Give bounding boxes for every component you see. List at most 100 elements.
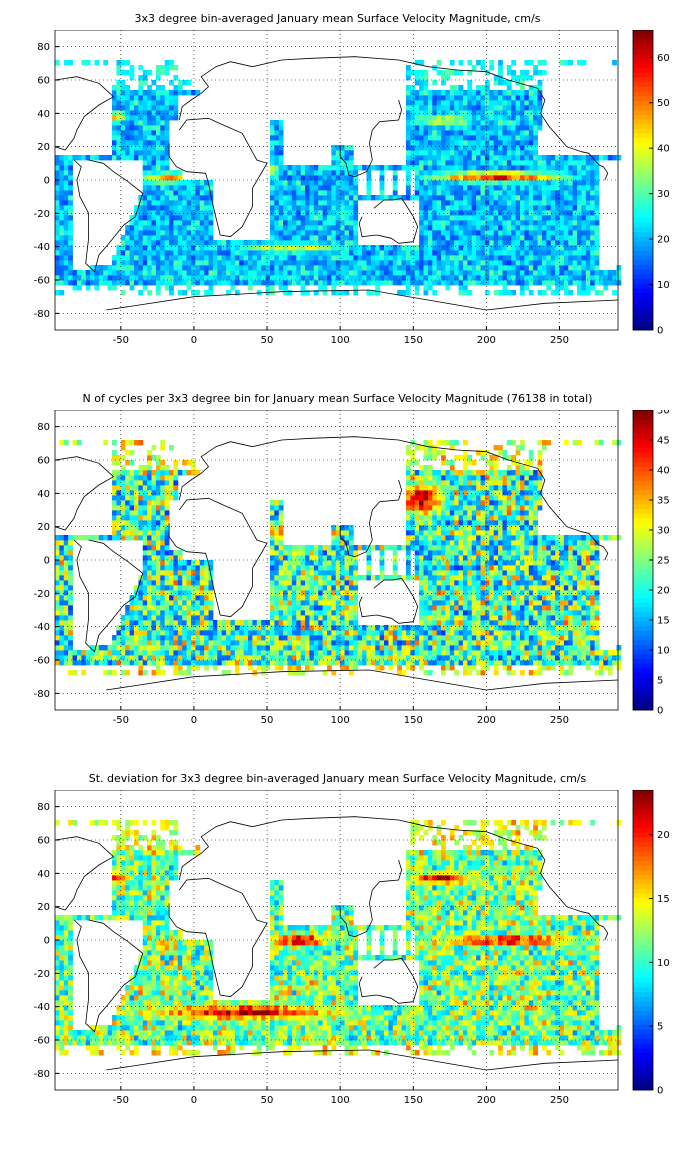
bin-cell bbox=[209, 260, 214, 265]
bin-cell bbox=[59, 175, 64, 180]
bin-cell bbox=[331, 570, 336, 575]
bin-cell bbox=[463, 175, 468, 180]
bin-cell bbox=[270, 175, 275, 180]
bin-cell bbox=[182, 260, 187, 265]
bin-cell bbox=[178, 560, 183, 565]
bin-cell bbox=[173, 65, 178, 70]
bin-cell bbox=[86, 280, 91, 285]
bin-cell bbox=[187, 275, 192, 280]
bin-cell bbox=[305, 630, 310, 635]
bin-cell bbox=[187, 560, 192, 565]
bin-cell bbox=[551, 290, 556, 295]
bin-cell bbox=[599, 155, 604, 160]
bin-cell bbox=[134, 485, 139, 490]
bin-cell bbox=[331, 610, 336, 615]
bin-cell bbox=[441, 245, 446, 250]
bin-cell bbox=[200, 215, 205, 220]
bin-cell bbox=[147, 500, 152, 505]
bin-cell bbox=[485, 105, 490, 110]
bin-cell bbox=[182, 640, 187, 645]
bin-cell bbox=[156, 240, 161, 245]
bin-cell bbox=[564, 205, 569, 210]
bin-cell bbox=[489, 215, 494, 220]
bin-cell bbox=[195, 595, 200, 600]
bin-cell bbox=[77, 155, 82, 160]
bin-cell bbox=[130, 240, 135, 245]
bin-cell bbox=[134, 500, 139, 505]
bin-cell bbox=[226, 250, 231, 255]
bin-cell bbox=[116, 60, 121, 65]
bin-cell bbox=[182, 280, 187, 285]
bin-cell bbox=[445, 205, 450, 210]
bin-cell bbox=[586, 260, 591, 265]
bin-cell bbox=[195, 220, 200, 225]
bin-cell bbox=[296, 190, 301, 195]
bin-cell bbox=[160, 560, 165, 565]
bin-cell bbox=[143, 270, 148, 275]
bin-cell bbox=[419, 125, 424, 130]
bin-cell bbox=[586, 200, 591, 205]
bin-cell bbox=[200, 250, 205, 255]
bin-cell bbox=[590, 205, 595, 210]
bin-cell bbox=[353, 290, 358, 295]
bin-cell bbox=[502, 140, 507, 145]
bin-cell bbox=[331, 240, 336, 245]
bin-cell bbox=[502, 155, 507, 160]
bin-cell bbox=[560, 240, 565, 245]
bin-cell bbox=[437, 155, 442, 160]
bin-cell bbox=[437, 120, 442, 125]
bin-cell bbox=[173, 75, 178, 80]
bin-cell bbox=[108, 655, 113, 660]
bin-cell bbox=[520, 190, 525, 195]
bin-cell bbox=[143, 550, 148, 555]
bin-cell bbox=[68, 215, 73, 220]
bin-cell bbox=[437, 150, 442, 155]
bin-cell bbox=[187, 650, 192, 655]
bin-cell bbox=[213, 240, 218, 245]
bin-cell bbox=[195, 665, 200, 670]
bin-cell bbox=[529, 230, 534, 235]
bin-cell bbox=[445, 270, 450, 275]
bin-cell bbox=[309, 625, 314, 630]
bin-cell bbox=[305, 635, 310, 640]
bin-cell bbox=[524, 100, 529, 105]
bin-cell bbox=[314, 580, 319, 585]
bin-cell bbox=[314, 615, 319, 620]
bin-cell bbox=[270, 205, 275, 210]
bin-cell bbox=[257, 255, 262, 260]
bin-cell bbox=[384, 280, 389, 285]
bin-cell bbox=[371, 265, 376, 270]
bin-cell bbox=[489, 250, 494, 255]
bin-cell bbox=[165, 270, 170, 275]
bin-cell bbox=[450, 230, 455, 235]
bin-cell bbox=[507, 270, 512, 275]
bin-cell bbox=[542, 255, 547, 260]
bin-cell bbox=[130, 505, 135, 510]
bin-cell bbox=[257, 245, 262, 250]
bin-cell bbox=[138, 670, 143, 675]
bin-cell bbox=[160, 180, 165, 185]
bin-cell bbox=[472, 140, 477, 145]
bin-cell bbox=[406, 275, 411, 280]
bin-cell bbox=[345, 260, 350, 265]
bin-cell bbox=[130, 95, 135, 100]
bin-cell bbox=[472, 280, 477, 285]
bin-cell bbox=[358, 165, 363, 170]
bin-cell bbox=[533, 155, 538, 160]
bin-cell bbox=[476, 155, 481, 160]
bin-cell bbox=[336, 210, 341, 215]
bin-cell bbox=[467, 60, 472, 65]
bin-cell bbox=[125, 515, 130, 520]
bin-cell bbox=[441, 80, 446, 85]
bin-cell bbox=[283, 190, 288, 195]
bin-cell bbox=[226, 245, 231, 250]
bin-cell bbox=[121, 250, 126, 255]
bin-cell bbox=[191, 470, 196, 475]
bin-cell bbox=[64, 570, 69, 575]
bin-cell bbox=[173, 90, 178, 95]
bin-cell bbox=[301, 575, 306, 580]
bin-cell bbox=[301, 605, 306, 610]
bin-cell bbox=[226, 270, 231, 275]
bin-cell bbox=[551, 155, 556, 160]
bin-cell bbox=[187, 280, 192, 285]
